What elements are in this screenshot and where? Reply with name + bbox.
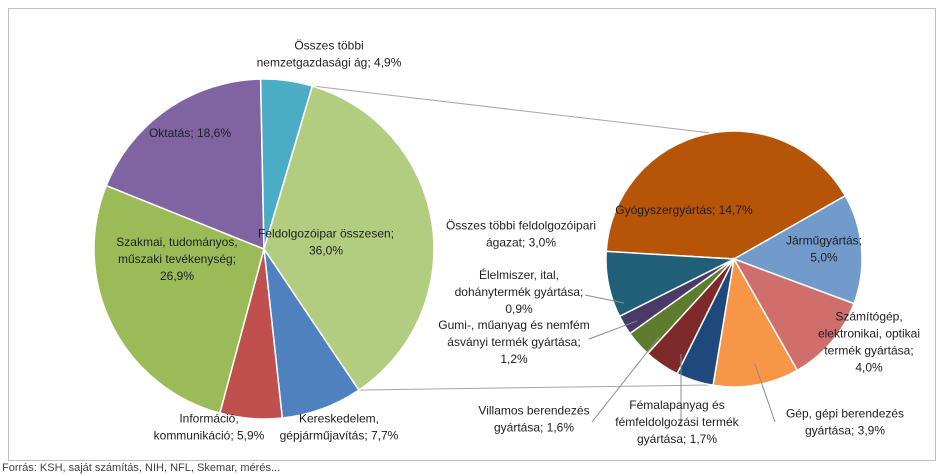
secondary-slice-1 <box>732 194 863 305</box>
main-slice-3 <box>93 184 265 415</box>
secondary-leader-line-6 <box>588 320 638 340</box>
main-slice-5 <box>259 78 314 250</box>
secondary-slice-3 <box>712 256 799 388</box>
main-slice-label-5: Összes többi nemzetgazdasági ág; 4,9% <box>257 39 402 70</box>
secondary-slice-label-8: Összes többi feldolgozóipari ágazat; 3,0% <box>446 219 596 250</box>
secondary-slice-0 <box>605 130 847 260</box>
secondary-slice-label-2: Számítógép, elektronikai, optikai termék g… <box>818 310 920 375</box>
secondary-slice-label-1: Járműgyártás; 5,0% <box>786 234 862 265</box>
main-slice-label-3: Szakmai, tudományos, műszaki tevékenység;… <box>116 235 237 283</box>
chart-frame: Feldolgozóipar összesen; 36,0% Kereskedele… <box>8 8 936 461</box>
pie-of-pie-chart: Feldolgozóipar összesen; 36,0% Kereskedele… <box>93 39 920 447</box>
secondary-slice-label-7: Élelmiszer, ital, dohánytermék gyártása; 0… <box>455 267 584 316</box>
secondary-leader-line-3 <box>754 363 776 423</box>
secondary-slice-label-6: Gumi-, műanyag és nemfém ásványi termék g… <box>438 318 589 366</box>
secondary-slice-8 <box>605 250 737 318</box>
secondary-leader-line-7 <box>584 294 625 304</box>
main-slice-label-1: Kereskedelem, gépjárműjavítás; 7,7% <box>280 412 399 443</box>
main-slice-label-0: Feldolgozóipar összesen; 36,0% <box>258 227 394 258</box>
data-labels: Feldolgozóipar összesen; 36,0% Kereskedele… <box>116 39 920 447</box>
main-slice-4 <box>105 78 265 251</box>
main-pie <box>93 78 435 420</box>
secondary-slice-2 <box>732 257 855 372</box>
secondary-slice-label-3: Gép, gépi berendezés gyártása; 3,9% <box>786 407 904 438</box>
connector-line-top <box>312 85 729 136</box>
secondary-slice-label-5: Villamos berendezés gyártása; 1,6% <box>478 404 589 435</box>
secondary-leader-line-5 <box>591 336 660 423</box>
secondary-slice-label-4: Fémalapanyag és fémfeldolgozási termék gyá… <box>615 398 739 446</box>
secondary-slice-label-0: Gyógyszergyártás; 14,7% <box>615 203 753 217</box>
main-slice-0 <box>263 85 435 392</box>
main-slice-label-2: Információ, kommunikáció; 5,9% <box>154 412 265 443</box>
main-slice-label-4: Oktatás; 18,6% <box>149 126 231 140</box>
connector-lines <box>312 85 729 391</box>
secondary-pie <box>605 130 863 388</box>
connector-line-bottom <box>358 384 710 391</box>
source-note: Forrás: KSH, saját számítás, NIH, NFL, S… <box>2 462 281 474</box>
leader-lines <box>584 294 776 427</box>
